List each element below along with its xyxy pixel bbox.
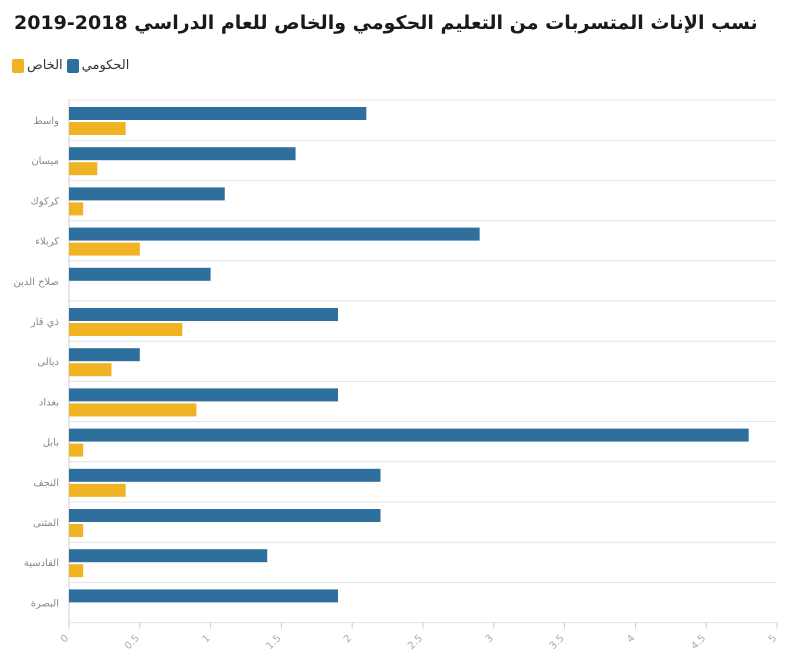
bar-private bbox=[69, 242, 140, 256]
bar-public bbox=[69, 468, 381, 482]
bar-private bbox=[69, 403, 197, 417]
legend-item-public: الحكومي bbox=[66, 58, 130, 73]
x-tick-label: 0.5 bbox=[123, 633, 142, 652]
bar-public bbox=[69, 147, 296, 161]
category-label: بغداد bbox=[39, 397, 59, 408]
bar-public bbox=[69, 267, 211, 281]
x-tick-label: 3.5 bbox=[548, 633, 567, 652]
category-label: القادسية bbox=[24, 558, 59, 569]
x-tick-label: 1.5 bbox=[264, 633, 283, 652]
legend-swatch-private bbox=[12, 58, 24, 73]
x-tick-label: 2.5 bbox=[406, 633, 425, 652]
bar-public bbox=[69, 107, 367, 120]
bar-private bbox=[69, 443, 84, 457]
legend-label-public: الحكومي bbox=[81, 58, 130, 73]
bar-private bbox=[69, 363, 112, 377]
category-label: ذي قار bbox=[30, 317, 59, 328]
category-label: ميسان bbox=[31, 156, 59, 167]
bar-private bbox=[69, 564, 84, 578]
category-label: ديالى bbox=[37, 357, 59, 368]
bar-private bbox=[69, 122, 126, 135]
bar-public bbox=[69, 227, 480, 241]
x-tick-label: 0 bbox=[59, 633, 71, 645]
bar-public bbox=[69, 388, 339, 402]
bar-private bbox=[69, 483, 126, 497]
bar-private bbox=[69, 162, 98, 176]
x-tick-label: 4 bbox=[625, 633, 637, 645]
bar-public bbox=[69, 348, 140, 362]
category-label: النجف bbox=[33, 478, 59, 489]
legend-swatch-public bbox=[66, 58, 79, 73]
x-tick-label: 2 bbox=[342, 633, 354, 645]
bar-public bbox=[69, 509, 381, 522]
bar-private bbox=[69, 202, 84, 216]
bar-public bbox=[69, 187, 225, 201]
x-tick-label: 5 bbox=[767, 633, 779, 645]
bar-public bbox=[69, 589, 339, 603]
legend-label-private: الخاص bbox=[27, 58, 63, 73]
chart-legend: الخاص الحكومي bbox=[12, 58, 129, 73]
category-label: كربلاء bbox=[35, 237, 59, 248]
category-label: المثنى bbox=[33, 518, 59, 529]
legend-item-private: الخاص bbox=[12, 58, 63, 73]
bar-private bbox=[69, 323, 183, 336]
bar-private bbox=[69, 524, 84, 537]
category-label: واسط bbox=[34, 116, 60, 127]
bar-public bbox=[69, 549, 268, 563]
category-label: كركوك bbox=[31, 196, 60, 207]
x-tick-label: 4.5 bbox=[689, 633, 708, 652]
category-label: البصرة bbox=[31, 598, 59, 609]
bar-public bbox=[69, 428, 749, 442]
x-tick-label: 3 bbox=[484, 633, 496, 645]
chart-title: نسب الإناث المتسربات من التعليم الحكومي … bbox=[14, 12, 758, 34]
bar-public bbox=[69, 308, 339, 321]
category-label: بابل bbox=[43, 438, 59, 449]
category-label: صلاح الدين bbox=[13, 277, 59, 288]
x-tick-label: 1 bbox=[200, 633, 212, 645]
